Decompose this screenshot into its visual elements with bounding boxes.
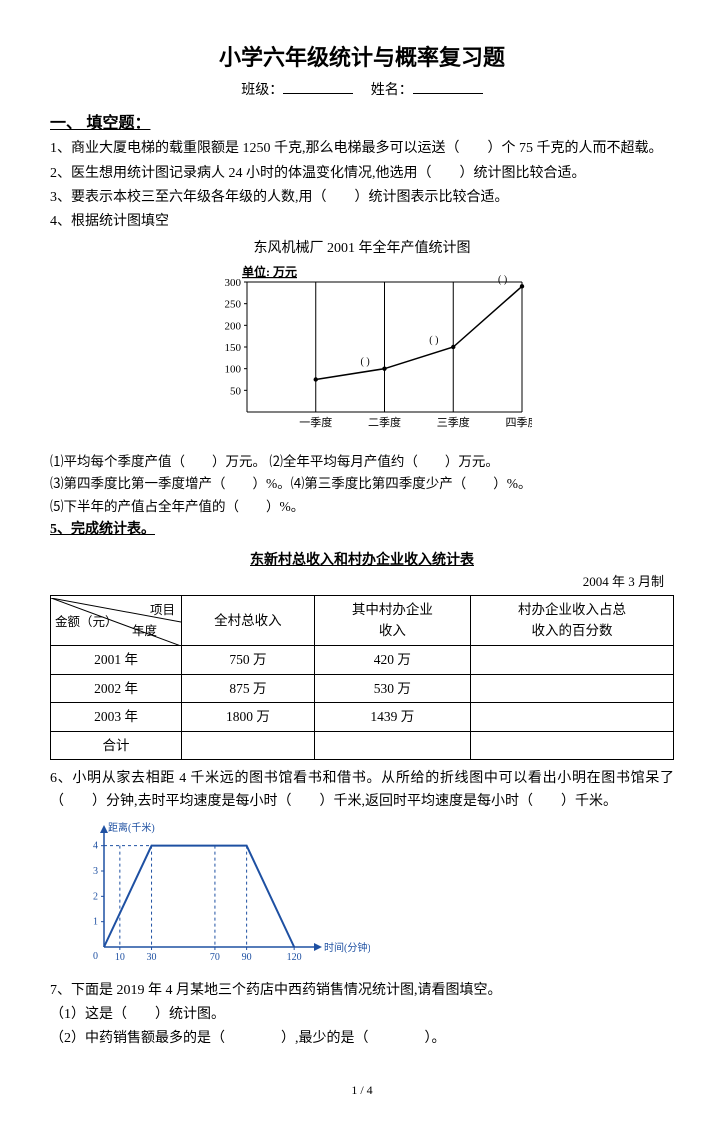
income-table: 项目 金额（元） 年度 全村总收入 其中村办企业 收入 村办企业收入占总 收入的…	[50, 595, 674, 761]
svg-text:70: 70	[210, 952, 220, 963]
svg-text:三季度: 三季度	[437, 415, 470, 429]
question-7c: （2）中药销售额最多的是（ ）,最少的是（ ）。	[50, 1028, 674, 1050]
diag-bottom: 年度	[132, 621, 157, 641]
svg-text:150: 150	[225, 342, 242, 354]
cell-year: 2003 年	[51, 703, 182, 732]
svg-text:0: 0	[93, 951, 98, 962]
question-3: 3、要表示本校三至六年级各年级的人数,用（ ）统计图表示比较合适。	[50, 187, 674, 209]
chart1-title: 东风机械厂 2001 年全年产值统计图	[50, 238, 674, 260]
svg-text:4: 4	[93, 841, 98, 852]
cell-total: 1800 万	[182, 703, 315, 732]
table-row: 2003 年 1800 万 1439 万	[51, 703, 674, 732]
question-5: 5、完成统计表。	[50, 519, 674, 541]
col-percent: 村办企业收入占总 收入的百分数	[470, 595, 673, 645]
cell-ent: 420 万	[314, 646, 470, 675]
svg-text:一季度: 一季度	[299, 415, 332, 429]
cell-year: 合计	[51, 731, 182, 760]
cell-ent[interactable]	[314, 731, 470, 760]
svg-text:四季度: 四季度	[506, 415, 533, 429]
cell-total: 750 万	[182, 646, 315, 675]
svg-text:10: 10	[115, 952, 125, 963]
q4-sub-a: ⑴平均每个季度产值（ ）万元。 ⑵全年平均每月产值约（ ）万元。	[50, 451, 674, 473]
chart2: 距离(千米) 时间(分钟) 1 2 3 4 10 30 70 90 120 0	[70, 819, 674, 977]
section-1-heading: 一、 填空题：	[50, 111, 674, 137]
svg-text:二季度: 二季度	[368, 415, 401, 429]
svg-text:120: 120	[287, 952, 302, 963]
diag-left: 金额（元）	[55, 612, 118, 632]
svg-text:单位: 万元: 单位: 万元	[242, 264, 297, 279]
page-footer: 1 / 4	[50, 1081, 674, 1100]
svg-text:距离(千米): 距离(千米)	[108, 821, 155, 834]
cell-pct[interactable]	[470, 703, 673, 732]
svg-text:50: 50	[230, 385, 242, 397]
cell-year: 2002 年	[51, 674, 182, 703]
cell-pct[interactable]	[470, 731, 673, 760]
cell-total: 875 万	[182, 674, 315, 703]
cell-ent: 1439 万	[314, 703, 470, 732]
svg-text:( ): ( )	[498, 274, 507, 285]
svg-text:300: 300	[225, 277, 242, 289]
svg-text:2: 2	[93, 892, 98, 903]
table-row-sum: 合计	[51, 731, 674, 760]
svg-text:( ): ( )	[429, 335, 438, 346]
name-blank[interactable]	[413, 79, 483, 94]
table-header-row: 项目 金额（元） 年度 全村总收入 其中村办企业 收入 村办企业收入占总 收入的…	[51, 595, 674, 645]
cell-pct[interactable]	[470, 646, 673, 675]
q4-sub-c: ⑸下半年的产值占全年产值的（ ）%。	[50, 496, 674, 518]
question-4: 4、根据统计图填空	[50, 211, 674, 233]
question-7a: 7、下面是 2019 年 4 月某地三个药店中西药销售情况统计图,请看图填空。	[50, 980, 674, 1002]
svg-text:200: 200	[225, 320, 242, 332]
diagonal-header-cell: 项目 金额（元） 年度	[51, 598, 181, 642]
svg-text:时间(分钟): 时间(分钟)	[324, 941, 370, 954]
name-label: 姓名：	[371, 83, 413, 98]
svg-text:30: 30	[147, 952, 157, 963]
page-title: 小学六年级统计与概率复习题	[50, 40, 674, 75]
svg-text:100: 100	[225, 364, 242, 376]
student-info-line: 班级： 姓名：	[50, 79, 674, 102]
svg-text:250: 250	[225, 299, 242, 311]
svg-text:1: 1	[93, 917, 98, 928]
diag-top: 项目	[150, 600, 175, 620]
question-1: 1、商业大厦电梯的载重限额是 1250 千克,那么电梯最多可以运送（ ）个 75…	[50, 138, 674, 160]
svg-text:( ): ( )	[361, 357, 370, 368]
class-label: 班级：	[241, 83, 283, 98]
col-enterprise: 其中村办企业 收入	[314, 595, 470, 645]
chart1: 单位: 万元 50 100 150 200 250 300 一季度 二季度 三季度 四季度 ( ) ( …	[50, 264, 674, 442]
question-6: 6、小明从家去相距 4 千米远的图书馆看书和借书。从所给的折线图中可以看出小明在…	[50, 768, 674, 813]
svg-text:3: 3	[93, 866, 98, 877]
svg-text:90: 90	[242, 952, 252, 963]
cell-ent: 530 万	[314, 674, 470, 703]
col-total: 全村总收入	[182, 595, 315, 645]
cell-total[interactable]	[182, 731, 315, 760]
table-title: 东新村总收入和村办企业收入统计表	[50, 548, 674, 570]
q4-sub-b: ⑶第四季度比第一季度增产（ ）%。⑷第三季度比第四季度少产（ ）%。	[50, 473, 674, 495]
q5-heading: 5、完成统计表。	[50, 522, 155, 537]
question-7b: （1）这是（ ）统计图。	[50, 1004, 674, 1026]
class-blank[interactable]	[283, 79, 353, 94]
table-row: 2002 年 875 万 530 万	[51, 674, 674, 703]
cell-pct[interactable]	[470, 674, 673, 703]
table-date: 2004 年 3 月制	[50, 572, 664, 593]
question-2: 2、医生想用统计图记录病人 24 小时的体温变化情况,他选用（ ）统计图比较合适…	[50, 163, 674, 185]
table-row: 2001 年 750 万 420 万	[51, 646, 674, 675]
cell-year: 2001 年	[51, 646, 182, 675]
